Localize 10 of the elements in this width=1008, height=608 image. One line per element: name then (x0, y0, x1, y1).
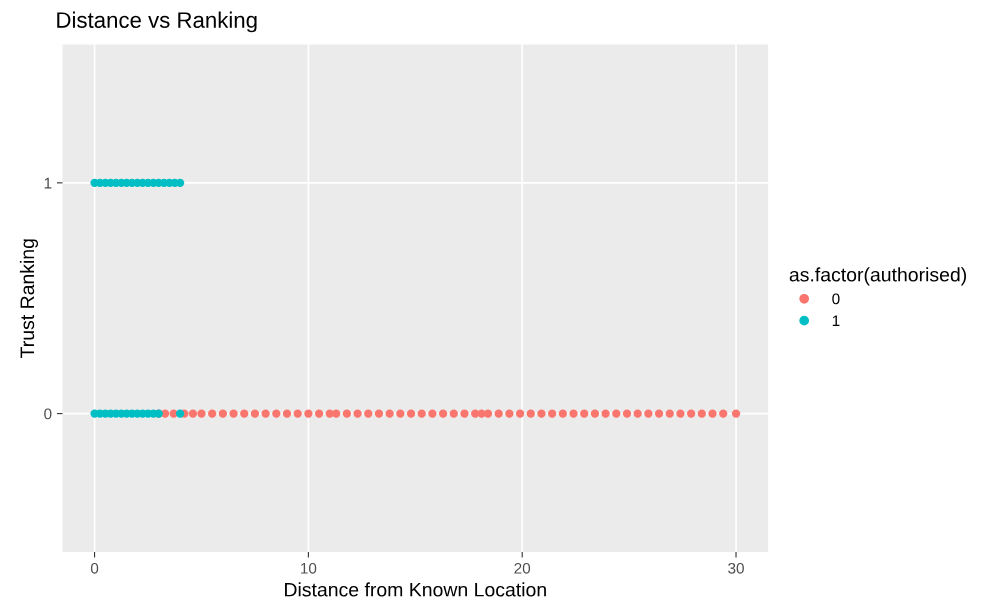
chart-title: Distance vs Ranking (57, 11, 257, 33)
y-axis-title: Trust Ranking (19, 239, 39, 358)
legend-title: as.factor(authorised) (789, 267, 967, 286)
x-tick-label: 30 (728, 562, 744, 574)
x-axis-title: Distance from Known Location (285, 582, 546, 597)
x-tick-label: 10 (301, 562, 317, 574)
x-tick-label: 20 (514, 562, 531, 574)
legend-label: 1 (832, 315, 840, 326)
x-tick-label: 0 (90, 562, 99, 574)
legend-label: 0 (832, 293, 840, 305)
